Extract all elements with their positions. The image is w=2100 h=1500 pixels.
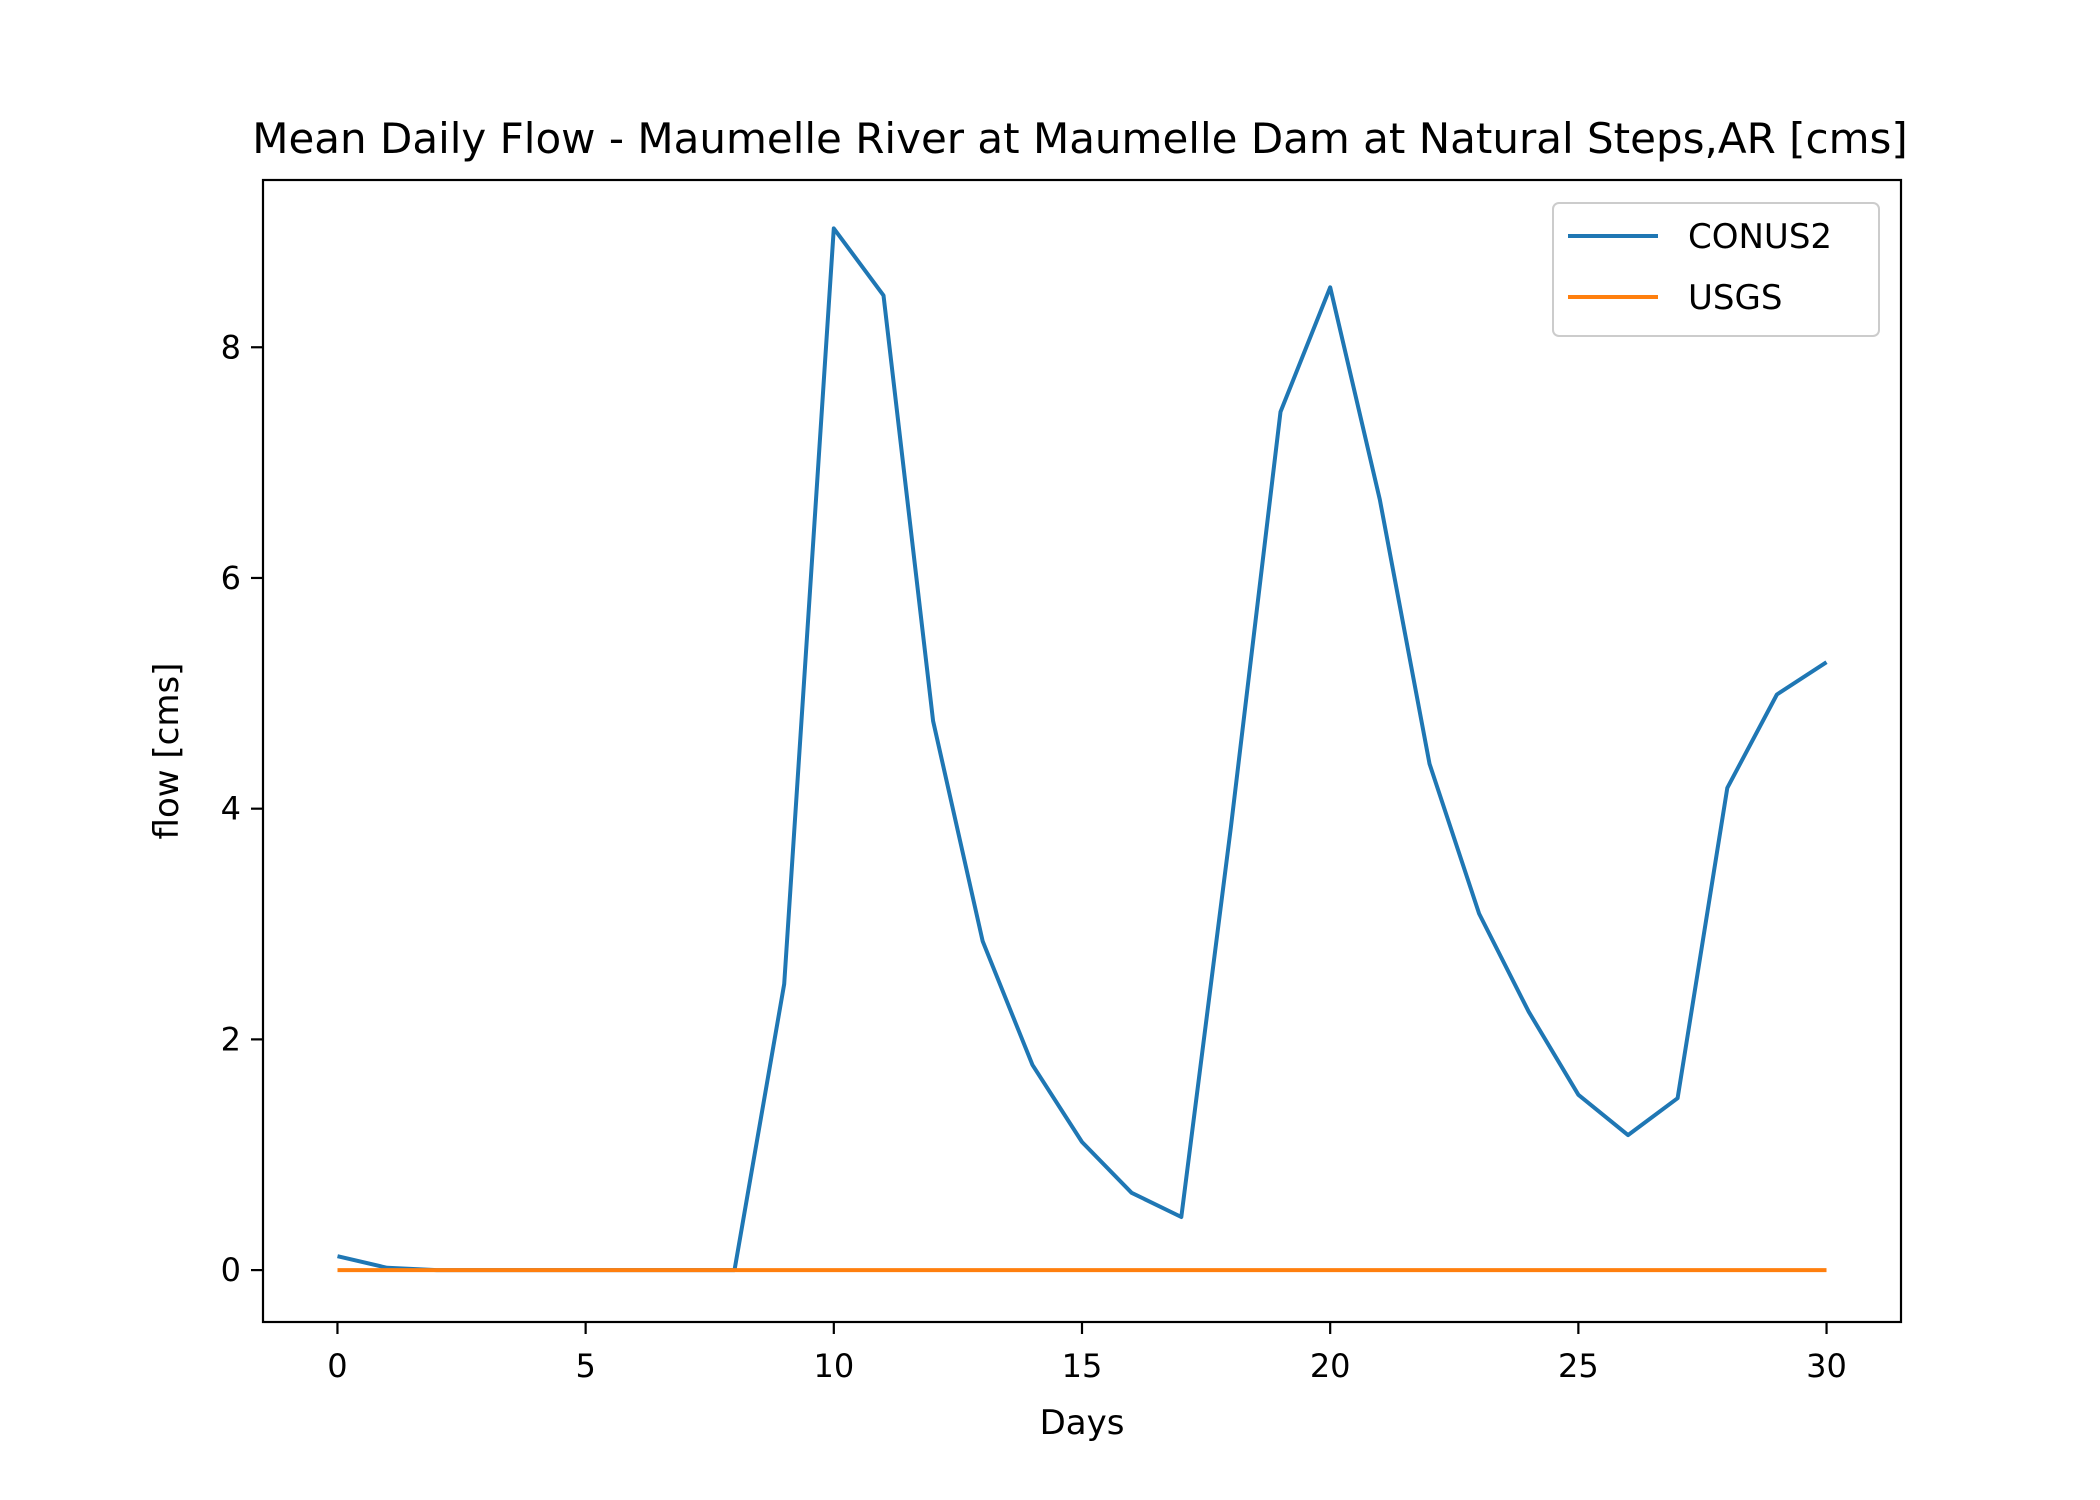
legend-label-usgs: USGS xyxy=(1688,278,1782,318)
x-tick-label: 25 xyxy=(1558,1347,1599,1385)
x-tick-label: 20 xyxy=(1310,1347,1351,1385)
y-axis-ticks: 0 2 4 6 8 xyxy=(221,328,263,1289)
x-tick-label: 5 xyxy=(575,1347,595,1385)
legend: CONUS2 USGS xyxy=(1552,202,1880,337)
x-axis-label: Days xyxy=(1040,1403,1125,1443)
series-line-conus2 xyxy=(337,226,1828,1273)
y-tick-label: 8 xyxy=(221,328,241,366)
x-tick-label: 15 xyxy=(1062,1347,1103,1385)
y-tick-label: 2 xyxy=(221,1020,241,1058)
x-tick-label: 10 xyxy=(813,1347,854,1385)
y-tick-label: 6 xyxy=(221,559,241,597)
y-tick-label: 4 xyxy=(221,790,241,828)
y-axis-label: flow [cms] xyxy=(147,663,187,840)
y-tick-label: 0 xyxy=(221,1251,241,1289)
x-axis-ticks: 0 5 10 15 20 25 30 xyxy=(327,1322,1847,1385)
series-layer xyxy=(337,226,1828,1273)
x-tick-label: 0 xyxy=(327,1347,347,1385)
chart-title: Mean Daily Flow - Maumelle River at Maum… xyxy=(252,114,1908,163)
legend-label-conus2: CONUS2 xyxy=(1688,217,1832,257)
x-tick-label: 30 xyxy=(1806,1347,1847,1385)
plot-area-frame xyxy=(261,178,1903,1324)
